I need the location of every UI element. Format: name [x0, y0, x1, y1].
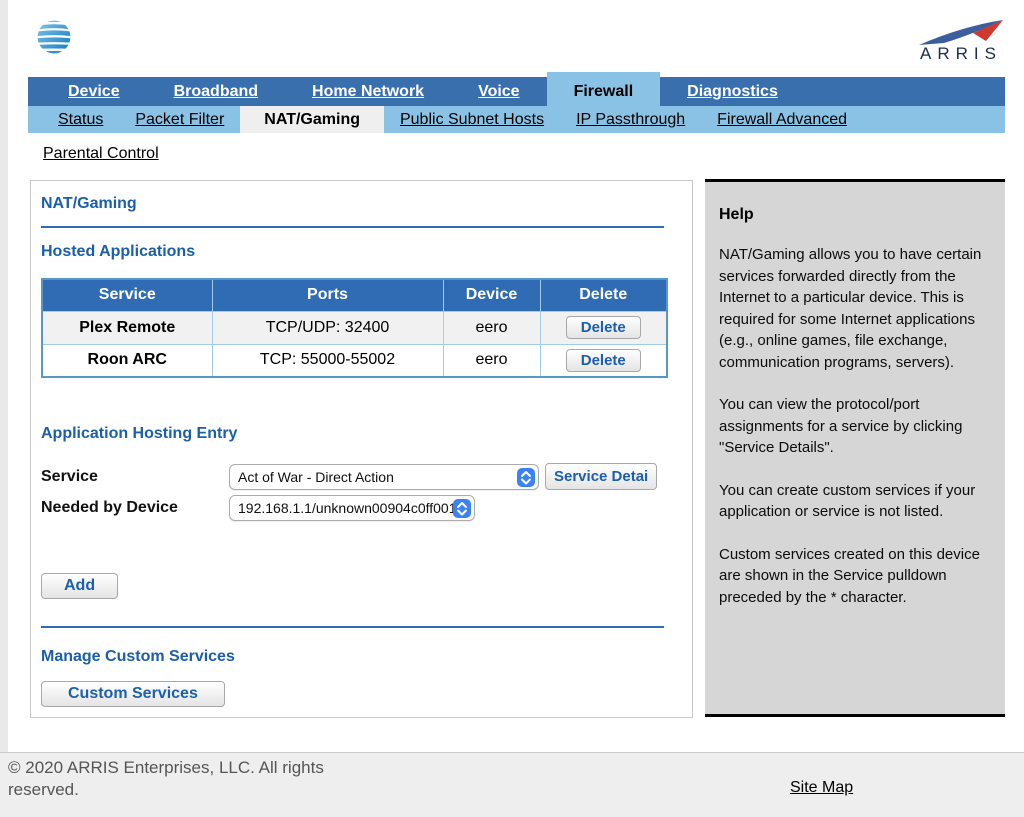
application-hosting-entry-heading: Application Hosting Entry — [41, 425, 238, 442]
page-left-gutter — [0, 0, 8, 752]
nav-item-diagnostics[interactable]: Diagnostics — [687, 82, 778, 100]
service-select-value: Act of War - Direct Action — [238, 468, 394, 485]
subnav-item-packet-filter[interactable]: Packet Filter — [135, 110, 225, 128]
copyright-text: © 2020 ARRIS Enterprises, LLC. All right… — [8, 758, 324, 799]
content-panel: NAT/Gaming Hosted Applications Service Po… — [30, 180, 693, 718]
cell-delete: Delete — [539, 310, 668, 345]
arris-logo-text: ARRIS — [920, 44, 1002, 62]
att-globe-icon — [36, 18, 72, 61]
needed-by-device-row: Needed by Device 192.168.1.1/unknown0090… — [41, 495, 664, 521]
add-button[interactable]: Add — [41, 573, 119, 599]
cell-delete: Delete — [539, 343, 668, 378]
needed-by-device-select[interactable]: 192.168.1.1/unknown00904c0ff001 — [229, 495, 475, 521]
help-paragraph: You can create custom services if your a… — [719, 481, 976, 521]
divider — [41, 226, 664, 228]
needed-by-device-label: Needed by Device — [41, 499, 178, 516]
table-row: Roon ARC TCP: 55000-55002 eero Delete — [41, 343, 668, 378]
nav-item-firewall[interactable]: Firewall — [546, 72, 661, 106]
cell-service: Plex Remote — [41, 310, 213, 345]
table-header-row: Service Ports Device Delete — [41, 278, 668, 312]
page-title: NAT/Gaming — [41, 195, 137, 212]
column-header-device: Device — [442, 278, 541, 312]
main-nav: Device Broadband Home Network Voice Firewall… — [28, 72, 1005, 106]
cell-device: eero — [442, 310, 541, 345]
subnav-item-firewall-advanced[interactable]: Firewall Advanced — [717, 110, 848, 128]
hosted-applications-heading: Hosted Applications — [41, 243, 196, 260]
column-header-delete: Delete — [539, 278, 668, 312]
help-paragraph: You can view the protocol/port assignmen… — [719, 396, 963, 456]
select-stepper-icon — [517, 467, 535, 487]
help-panel: Help NAT/Gaming allows you to have certa… — [705, 179, 1005, 717]
site-map-link[interactable]: Site Map — [790, 779, 854, 796]
cell-service: Roon ARC — [41, 343, 213, 378]
cell-ports: TCP/UDP: 32400 — [211, 310, 444, 345]
cell-device: eero — [442, 343, 541, 378]
table-row: Plex Remote TCP/UDP: 32400 eero Delete — [41, 310, 668, 345]
delete-button[interactable]: Delete — [565, 316, 641, 339]
subnav-item-parental-control[interactable]: Parental Control — [43, 145, 159, 162]
nav-item-voice[interactable]: Voice — [478, 82, 520, 100]
nav-item-device[interactable]: Device — [68, 82, 120, 100]
help-paragraph: NAT/Gaming allows you to have certain se… — [719, 246, 982, 371]
subnav-item-status[interactable]: Status — [58, 110, 104, 128]
select-stepper-icon — [453, 499, 471, 518]
help-title: Help — [719, 206, 754, 223]
subnav-item-public-subnet-hosts[interactable]: Public Subnet Hosts — [399, 110, 545, 128]
cell-ports: TCP: 55000-55002 — [211, 343, 444, 378]
arris-logo: ARRIS — [916, 18, 1006, 67]
service-details-button[interactable]: Service Detai — [545, 463, 658, 490]
help-paragraphs: NAT/Gaming allows you to have certain se… — [719, 244, 991, 608]
divider — [41, 626, 664, 628]
service-label: Service — [41, 467, 98, 485]
nav-item-broadband[interactable]: Broadband — [173, 82, 259, 100]
manage-custom-services-heading: Manage Custom Services — [41, 648, 235, 665]
subnav-item-ip-passthrough[interactable]: IP Passthrough — [576, 110, 686, 128]
arris-swoosh-icon — [919, 20, 1003, 45]
help-paragraph: Custom services created on this device a… — [719, 545, 980, 606]
hosted-applications-table: Service Ports Device Delete Plex Remote TCP/… — [41, 278, 668, 378]
subnav-item-nat-gaming[interactable]: NAT/Gaming — [240, 106, 384, 133]
custom-services-button[interactable]: Custom Services — [41, 681, 225, 707]
nav-item-home-network[interactable]: Home Network — [312, 82, 425, 100]
service-select[interactable]: Act of War - Direct Action — [229, 463, 539, 490]
service-row: Service Act of War - Direct Action Servi… — [41, 463, 664, 490]
footer: © 2020 ARRIS Enterprises, LLC. All right… — [0, 752, 1024, 817]
column-header-service: Service — [41, 278, 213, 312]
subnav-second-row: Parental Control — [43, 145, 159, 163]
needed-by-device-select-value: 192.168.1.1/unknown00904c0ff001 — [238, 500, 457, 516]
sub-nav: Status Packet Filter NAT/Gaming Public Subn… — [28, 106, 1005, 133]
column-header-ports: Ports — [211, 278, 444, 312]
delete-button[interactable]: Delete — [565, 348, 641, 372]
